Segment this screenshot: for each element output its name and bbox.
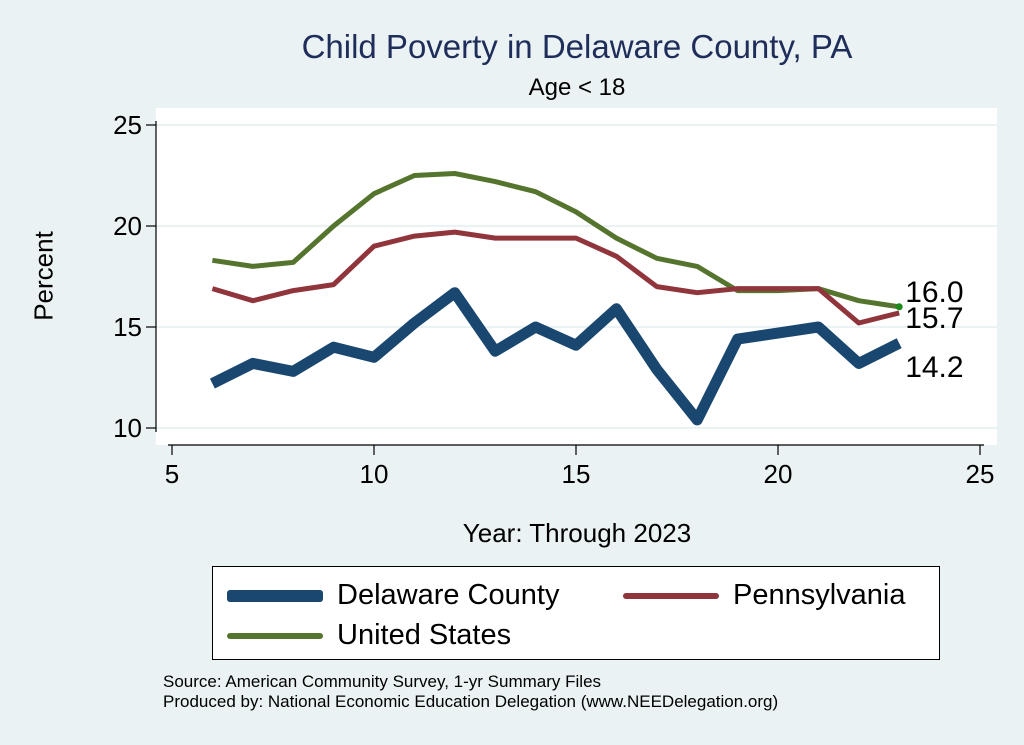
x-axis-label: Year: Through 2023 [462, 518, 692, 548]
legend-label-delaware-county: Delaware County [337, 579, 560, 611]
x-tick-label-20: 20 [764, 459, 793, 489]
line-chart: 10 15 20 25 5 10 15 20 25 14.2 15.716.0 [113, 108, 997, 489]
series-line-pennsylvania [211, 229, 900, 326]
end-label-pennsylvania: 15.7 [905, 302, 963, 335]
x-tick-label-5: 5 [165, 459, 179, 489]
series-line-delaware-county [209, 287, 902, 426]
y-tick-label-20: 20 [113, 211, 142, 241]
legend-item-united-states: United States [227, 619, 511, 652]
legend-swatch-pennsylvania [623, 592, 719, 599]
legend-item-pennsylvania: Pennsylvania [623, 579, 906, 612]
produced-by-line: Produced by: National Economic Education… [163, 692, 779, 711]
source-line: Source: American Community Survey, 1-yr … [163, 672, 602, 691]
chart-subtitle: Age < 18 [528, 74, 626, 101]
legend-label-pennsylvania: Pennsylvania [733, 579, 906, 611]
chart-legend: Delaware County Pennsylvania United Stat… [212, 566, 940, 660]
x-tick-label-25: 25 [966, 459, 995, 489]
end-label-delaware-county: 14.2 [905, 351, 963, 384]
y-tick-label-10: 10 [113, 413, 142, 443]
legend-swatch-delaware-county [227, 589, 323, 602]
legend-label-united-states: United States [337, 619, 512, 651]
legend-item-delaware-county: Delaware County [227, 579, 559, 612]
plot-area [156, 108, 997, 445]
source-note: Source: American Community Survey, 1-yr … [163, 672, 778, 712]
end-label-united-states: 16.0 [905, 276, 963, 309]
chart-title: Child Poverty in Delaware County, PA [301, 28, 853, 65]
legend-swatch-united-states [227, 632, 323, 639]
x-tick-label-10: 10 [360, 459, 389, 489]
y-tick-label-25: 25 [113, 110, 142, 140]
y-tick-label-15: 15 [113, 312, 142, 342]
x-tick-label-15: 15 [562, 459, 591, 489]
end-point-united-states [895, 303, 903, 311]
